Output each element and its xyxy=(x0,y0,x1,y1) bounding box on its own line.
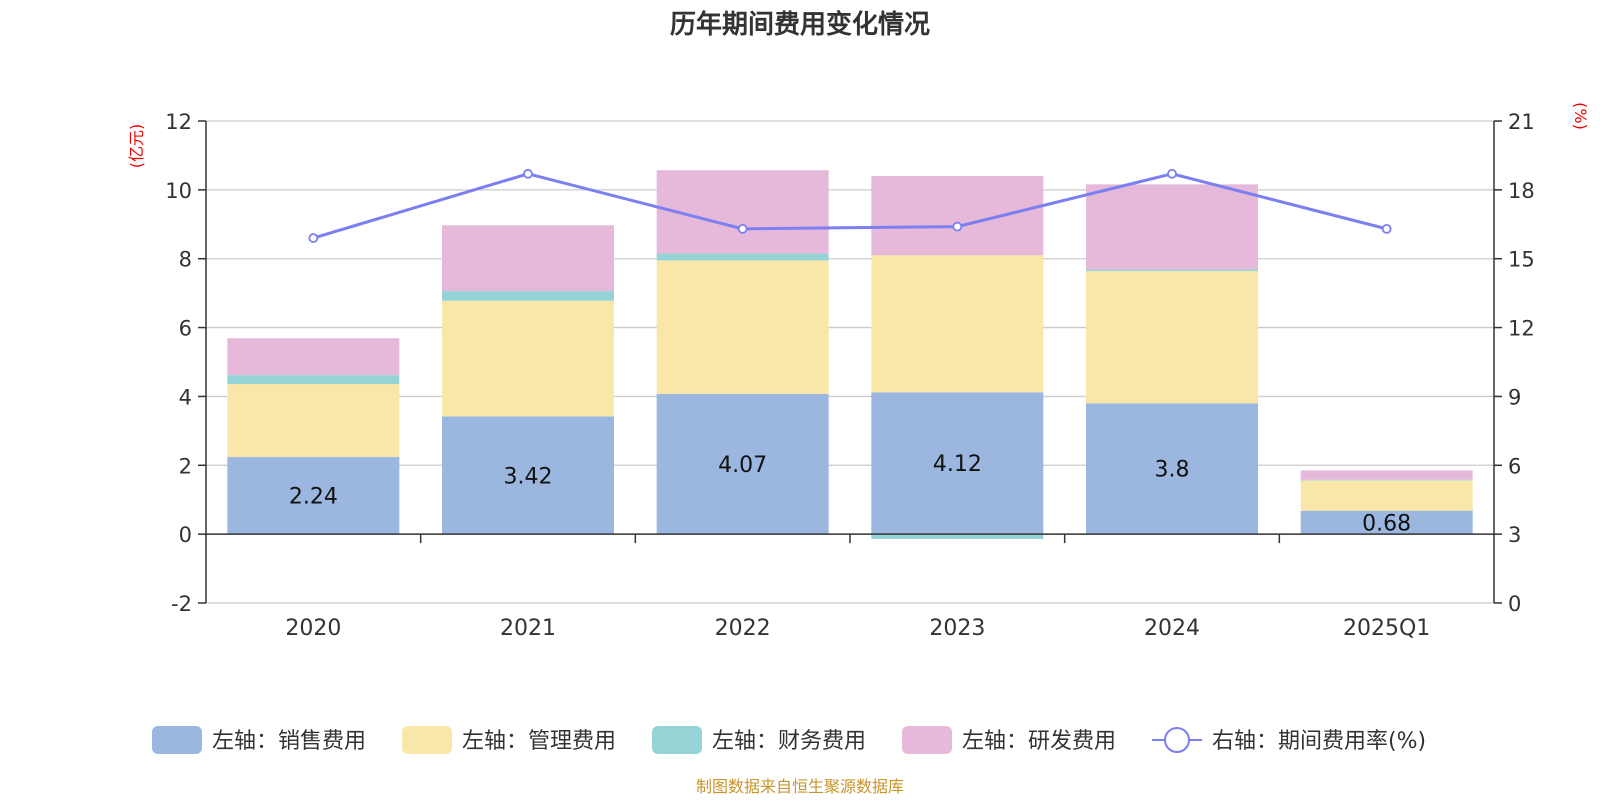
left-tick-label: 4 xyxy=(179,385,192,409)
right-tick-label: 18 xyxy=(1508,179,1535,203)
sales-value-label: 3.8 xyxy=(1155,458,1190,483)
legend-label: 右轴：期间费用率(%) xyxy=(1212,729,1426,754)
sales-value-label: 2.24 xyxy=(289,485,338,510)
sales-value-label: 3.42 xyxy=(504,464,553,489)
bar-segment-1 xyxy=(227,457,400,535)
legend-item-4[interactable]: 左轴：研发费用 xyxy=(902,726,1116,754)
bar-segment-3 xyxy=(1300,479,1473,481)
sales-value-label: 4.12 xyxy=(933,452,982,477)
legend-swatch xyxy=(902,726,952,754)
bar-segment-2 xyxy=(227,384,400,458)
right-tick-label: 9 xyxy=(1508,385,1521,409)
bar-segment-2 xyxy=(1300,480,1473,511)
legend-swatch xyxy=(402,726,452,754)
bar-segment-1 xyxy=(871,392,1044,535)
bar-segment-3 xyxy=(442,291,614,301)
legend-swatch xyxy=(152,726,202,754)
left-tick-label: 0 xyxy=(179,523,192,547)
bar-segment-1 xyxy=(1086,403,1258,535)
sales-value-label: 0.68 xyxy=(1362,511,1411,536)
left-tick-label: 2 xyxy=(179,454,192,478)
right-axis-unit: (%) xyxy=(1571,102,1590,130)
x-tick-label: 2020 xyxy=(285,616,341,641)
legend-item-1[interactable]: 左轴：销售费用 xyxy=(152,726,366,754)
bar-segment-4 xyxy=(656,170,829,254)
x-tick-label: 2022 xyxy=(715,616,771,641)
right-tick-label: 3 xyxy=(1508,523,1521,547)
legend-label: 左轴：管理费用 xyxy=(462,729,616,754)
left-tick-label: 12 xyxy=(165,110,192,134)
bar-segment-2 xyxy=(442,300,614,417)
legend-swatch xyxy=(652,726,702,754)
left-tick-label: 6 xyxy=(179,317,192,341)
rate-point xyxy=(952,221,963,232)
bar-segment-3 xyxy=(871,534,1044,539)
rate-point xyxy=(523,168,533,179)
bar-segment-2 xyxy=(656,260,829,395)
bar-segment-1 xyxy=(656,394,829,535)
right-tick-label: 15 xyxy=(1508,248,1535,272)
bar-segment-3 xyxy=(656,253,829,261)
legend-label: 左轴：财务费用 xyxy=(712,729,866,754)
bar-segment-4 xyxy=(442,225,614,292)
legend-label: 左轴：研发费用 xyxy=(962,729,1116,754)
legend-item-2[interactable]: 左轴：管理费用 xyxy=(402,726,616,754)
rate-line-path xyxy=(312,172,1388,240)
data-labels: 2.24 3.42 4.07 4.12 3.8 0.68 xyxy=(289,452,1411,536)
bar-segment-4 xyxy=(871,176,1044,256)
bar-segment-1 xyxy=(442,416,614,535)
x-tick-label: 2024 xyxy=(1144,616,1200,641)
bar-segment-1 xyxy=(1300,510,1473,535)
right-tick-label: 12 xyxy=(1508,317,1535,341)
right-tick-label: 6 xyxy=(1508,454,1521,478)
legend-marker xyxy=(1164,727,1190,753)
left-tick-label: 10 xyxy=(165,179,192,203)
left-axis-unit: (亿元) xyxy=(127,124,146,169)
legend-label: 左轴：销售费用 xyxy=(212,729,366,754)
bar-segment-3 xyxy=(227,375,400,385)
x-tick-label: 2023 xyxy=(929,616,985,641)
bar-segment-2 xyxy=(1086,271,1258,404)
left-tick-label: 8 xyxy=(179,248,192,272)
sales-value-label: 4.07 xyxy=(718,453,767,478)
x-tick-label: 2025Q1 xyxy=(1343,616,1430,641)
rate-point xyxy=(308,233,319,243)
right-tick-label: 0 xyxy=(1508,592,1521,616)
source-note: 制图数据来自恒生聚源数据库 xyxy=(696,777,904,796)
legend-item-3[interactable]: 左轴：财务费用 xyxy=(652,726,866,754)
bar-stacks xyxy=(227,170,1473,539)
axes: -2 0 2 4 6 8 10 12 0 3 6 9 12 15 18 21 2020 2021 2022 2023 2… xyxy=(165,110,1534,641)
bar-segment-2 xyxy=(871,255,1044,393)
left-tick-label: -2 xyxy=(171,592,192,616)
rate-point xyxy=(737,223,748,234)
legend-item-5[interactable]: 右轴：期间费用率(%) xyxy=(1152,727,1426,754)
bar-segment-3 xyxy=(1086,269,1258,272)
x-tick-label: 2021 xyxy=(500,616,556,641)
bar-segment-4 xyxy=(1086,184,1258,270)
bar-segment-4 xyxy=(1300,470,1473,480)
bar-segment-4 xyxy=(227,338,400,376)
legend: 左轴：销售费用 左轴：管理费用 左轴：财务费用 左轴：研发费用 右轴：期间费用率(%) xyxy=(152,726,1426,754)
chart-title: 历年期间费用变化情况 xyxy=(670,9,930,40)
right-tick-label: 21 xyxy=(1508,110,1535,134)
rate-point xyxy=(1381,223,1392,234)
rate-point xyxy=(1167,168,1177,179)
rate-line xyxy=(308,168,1392,243)
